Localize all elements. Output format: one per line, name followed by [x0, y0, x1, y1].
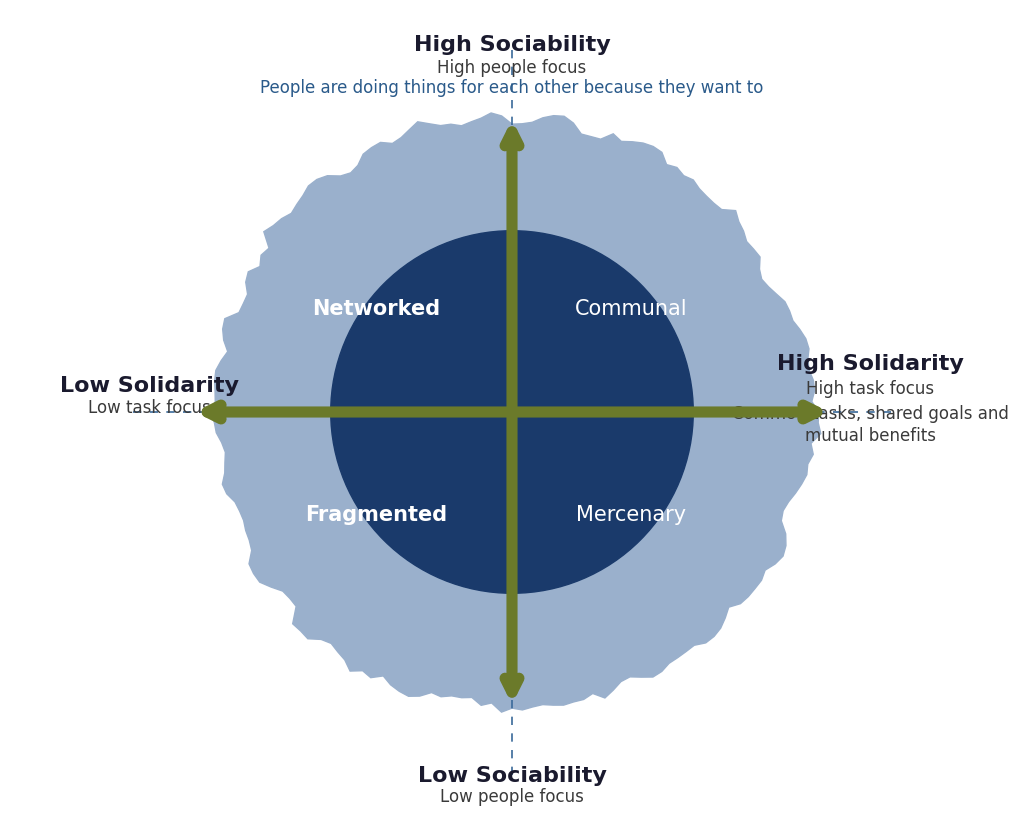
Text: High people focus: High people focus	[437, 59, 587, 77]
Polygon shape	[210, 113, 821, 712]
Text: Networked: Networked	[312, 299, 440, 319]
Text: High Sociability: High Sociability	[414, 35, 610, 55]
Text: Low task focus: Low task focus	[88, 399, 211, 417]
Text: Communal: Communal	[575, 299, 688, 319]
Text: mutual benefits: mutual benefits	[805, 427, 936, 445]
Text: Low Solidarity: Low Solidarity	[60, 376, 239, 396]
Text: Common tasks, shared goals and: Common tasks, shared goals and	[732, 405, 1009, 423]
Text: High task focus: High task focus	[806, 380, 935, 398]
Text: Fragmented: Fragmented	[305, 505, 447, 525]
Text: Low people focus: Low people focus	[440, 788, 584, 806]
Text: Low Sociability: Low Sociability	[418, 766, 606, 786]
Text: People are doing things for each other because they want to: People are doing things for each other b…	[260, 79, 764, 97]
Text: Mercenary: Mercenary	[577, 505, 686, 525]
Circle shape	[331, 231, 693, 593]
Text: High Solidarity: High Solidarity	[777, 354, 964, 374]
